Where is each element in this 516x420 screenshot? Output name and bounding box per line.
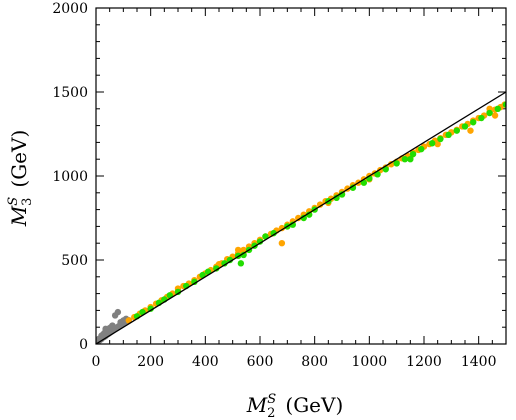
series-1-point-73 [467,127,474,134]
series-2-point-32 [382,166,389,173]
series-2-point-6 [174,288,182,296]
series-0-point-35 [105,329,112,336]
series-2-point-26 [333,194,340,202]
series-1-point-75 [491,112,499,119]
x-tick-label-5: 1000 [352,354,388,370]
series-2-point-28 [349,184,357,191]
series-2-point-39 [445,131,452,139]
series-2-point-34 [401,156,409,163]
series-2-point-21 [289,221,296,228]
x-axis-title: MS 2 (GeV) [246,392,344,420]
y-tick-label-2: 1000 [52,169,88,185]
series-2-point-47 [237,260,245,267]
series-2-point-43 [478,114,485,122]
series-2-point-23 [306,211,313,218]
x-tick-label-7: 1400 [461,354,497,370]
series-2-point-12 [221,260,228,267]
tick-labels: 0 200 400 600 800 1000 1200 1400 0 500 1000 1500 200… [52,1,496,370]
series-2-point-44 [486,109,493,117]
series-2-point-27 [338,191,346,198]
series-2-point-46 [502,101,506,108]
x-tick-label-2: 400 [192,354,219,370]
series-2-point-15 [240,251,247,259]
series-2-point-41 [461,123,469,130]
plot-frame [95,7,507,345]
reference-line-layer [96,91,506,344]
series-2-point-37 [429,140,436,147]
series-1-point-0 [125,317,132,324]
axis-ticks [95,7,507,345]
x-tick-label-4: 800 [301,354,328,370]
series-2-point-8 [191,278,198,286]
series-2-point-18 [256,238,264,245]
series-0-point-39 [99,331,107,338]
series-2-point-36 [418,145,425,153]
series-2-point-29 [360,179,368,186]
series-2-point-19 [270,229,277,237]
series-2-point-9 [199,271,206,279]
y-tick-label-0: 0 [79,337,88,353]
y-tick-label-3: 1500 [52,85,88,101]
series-2-point-48 [262,233,269,240]
series-2-point-33 [393,160,400,167]
series-2-point-40 [453,127,460,134]
series-2-point-5 [166,292,173,299]
series-0-point-40 [107,324,115,331]
series-0-point-32 [114,308,122,316]
series-2-point-31 [374,171,381,178]
series-2-point-49 [407,156,414,163]
y-axis-title: MS3(GeV) [6,130,35,228]
series-2-point-38 [437,135,444,143]
x-tick-label-0: 0 [92,354,101,370]
x-tick-label-1: 200 [137,354,164,370]
series-2-point-2 [147,305,154,312]
series-2-point-1 [139,308,146,316]
series-2-point-35 [409,150,417,158]
series-1-point-81 [434,140,441,148]
series-1-point-31 [295,214,302,222]
series-2-point-22 [300,214,307,222]
series-1-point-72 [278,240,286,247]
series-1-point-35 [316,201,324,208]
series-2-point-42 [470,119,477,126]
series-1-point-70 [234,246,242,254]
x-tick-label-3: 600 [247,354,274,370]
series-2-point-10 [204,268,212,275]
y-tick-label-4: 2000 [52,1,88,17]
series-1-point-48 [388,161,395,168]
series-1-point-28 [278,224,286,232]
series-2-point-13 [226,256,234,264]
reference-line [96,91,506,344]
data-points [96,101,506,344]
x-tick-label-6: 1200 [406,354,442,370]
series-2-point-11 [213,265,220,272]
y-tick-label-1: 500 [61,253,88,269]
series-2-point-45 [494,105,501,113]
